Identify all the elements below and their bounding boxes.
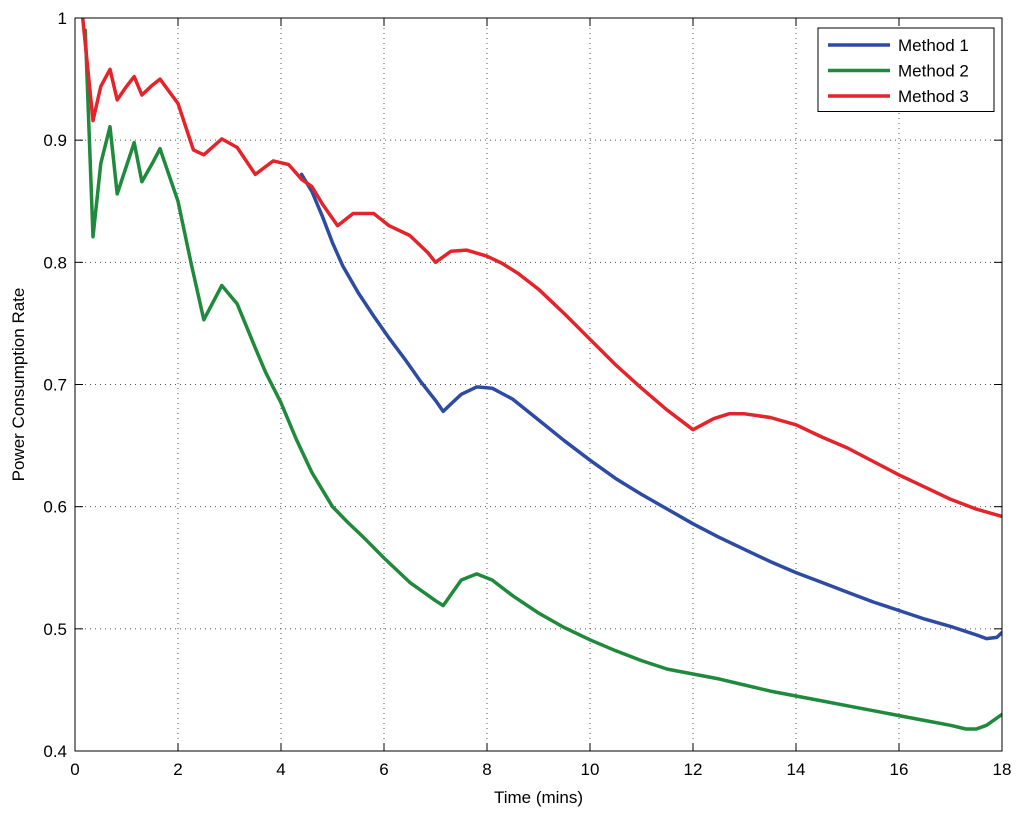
grid-layer xyxy=(75,18,1002,751)
y-tick-label: 1 xyxy=(58,9,67,28)
series-line-2 xyxy=(83,28,1002,731)
legend-label-3: Method 3 xyxy=(898,87,969,106)
x-tick-label: 16 xyxy=(890,760,909,779)
y-axis-label: Power Consumption Rate xyxy=(9,288,28,482)
legend-label-1: Method 1 xyxy=(898,36,969,55)
y-tick-label: 0.4 xyxy=(43,742,67,761)
series-line-3 xyxy=(80,18,1002,519)
y-tick-label: 0.6 xyxy=(43,498,67,517)
series-line-1 xyxy=(299,172,1002,641)
y-tick-label: 0.7 xyxy=(43,376,67,395)
x-tick-label: 8 xyxy=(482,760,491,779)
y-tick-label: 0.5 xyxy=(43,620,67,639)
x-tick-label: 0 xyxy=(70,760,79,779)
legend: Method 1 Method 2 Method 3 xyxy=(817,27,995,112)
series-layer xyxy=(80,18,1002,731)
x-axis-label: Time (mins) xyxy=(494,788,583,807)
x-tick-label: 14 xyxy=(787,760,806,779)
x-tick-label: 18 xyxy=(993,760,1012,779)
y-tick-label: 0.9 xyxy=(43,131,67,150)
x-tick-label: 2 xyxy=(173,760,182,779)
x-tick-label: 4 xyxy=(276,760,285,779)
x-tick-label: 10 xyxy=(581,760,600,779)
y-tick-label: 0.8 xyxy=(43,253,67,272)
x-tick-label: 6 xyxy=(379,760,388,779)
tick-layer: 0 2 4 6 8 10 12 14 16 18 0.4 0.5 0.6 0.7 0.8 0.9 1 xyxy=(43,9,1011,779)
plot-frame xyxy=(74,17,1003,752)
legend-label-2: Method 2 xyxy=(898,62,969,81)
x-tick-label: 12 xyxy=(684,760,703,779)
